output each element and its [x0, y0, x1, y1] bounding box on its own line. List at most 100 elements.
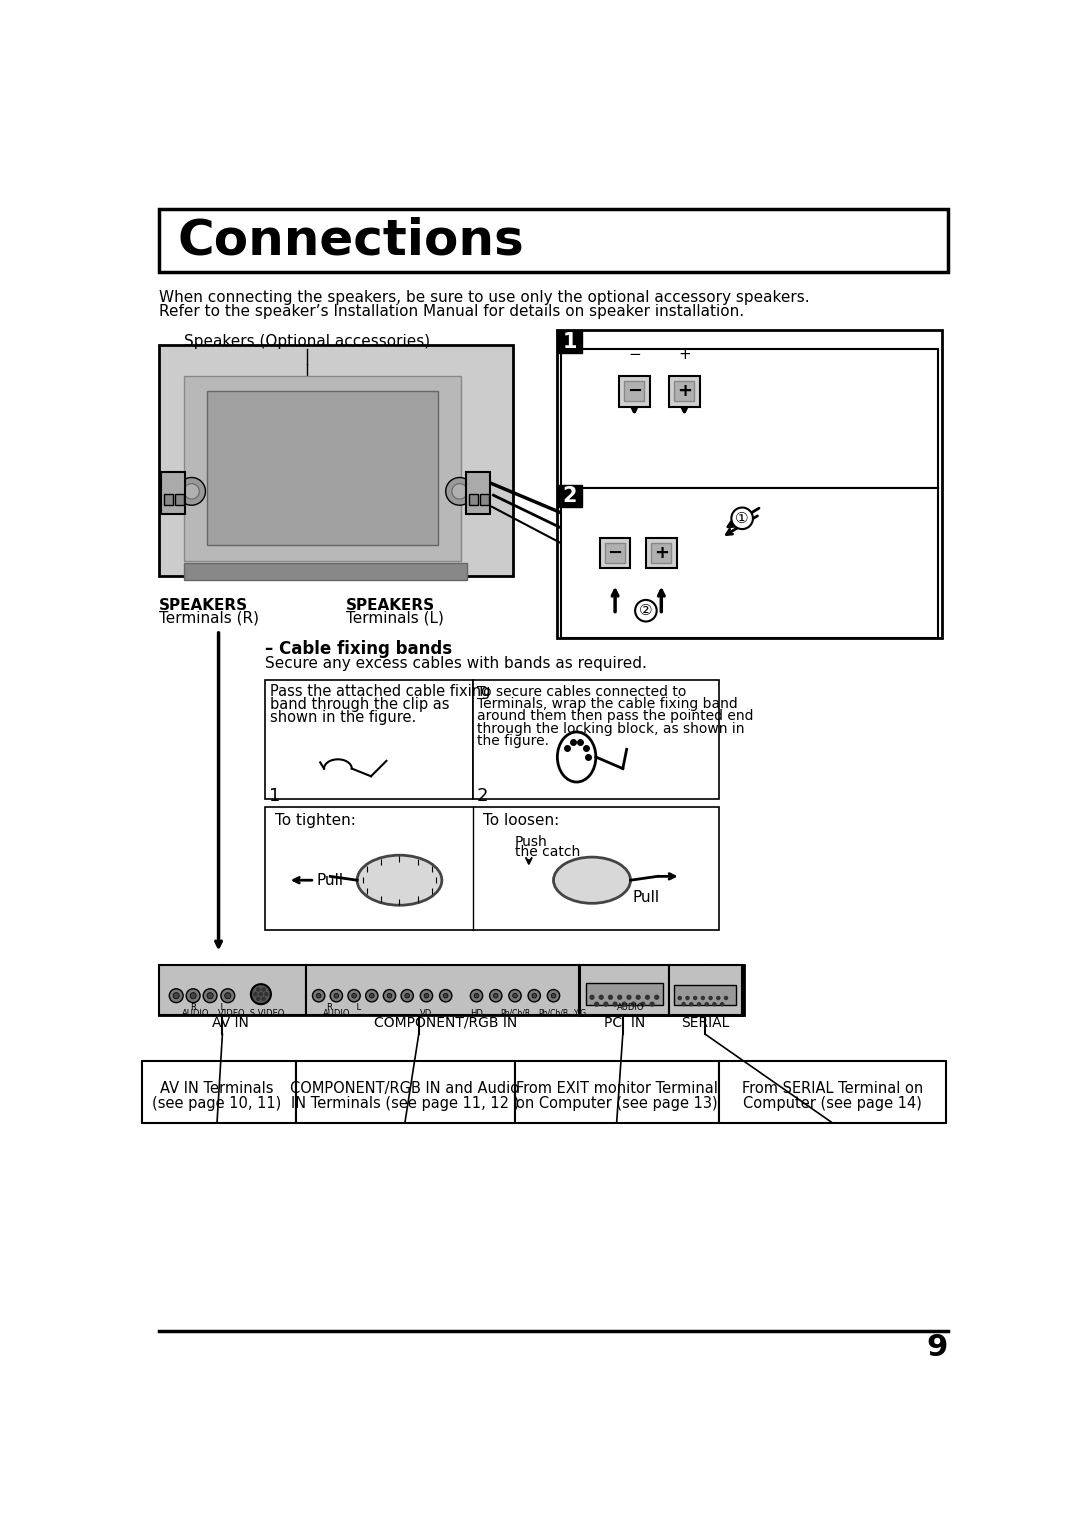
Bar: [651, 542, 672, 562]
Text: From SERIAL Terminal on: From SERIAL Terminal on: [742, 1080, 923, 1096]
Circle shape: [446, 477, 473, 506]
Circle shape: [705, 1002, 708, 1005]
Text: Refer to the speaker’s Installation Manual for details on speaker installation.: Refer to the speaker’s Installation Manu…: [159, 304, 744, 319]
Circle shape: [470, 990, 483, 1002]
Text: Connections: Connections: [178, 217, 525, 264]
Text: −: −: [608, 544, 623, 562]
Text: 2: 2: [477, 787, 488, 805]
Text: Speakers (Optional accessories): Speakers (Optional accessories): [184, 333, 430, 348]
Bar: [674, 382, 694, 402]
Circle shape: [717, 996, 719, 999]
Text: ②: ②: [639, 604, 652, 619]
Circle shape: [693, 996, 697, 999]
Bar: [265, 680, 473, 799]
Circle shape: [613, 1002, 617, 1005]
Bar: [515, 1060, 719, 1123]
Circle shape: [254, 993, 257, 996]
Bar: [585, 984, 663, 1005]
Circle shape: [348, 990, 361, 1002]
Text: SERIAL: SERIAL: [681, 1016, 729, 1030]
Bar: [159, 345, 513, 576]
Circle shape: [444, 993, 448, 998]
Circle shape: [312, 990, 325, 1002]
Circle shape: [678, 996, 681, 999]
Bar: [159, 964, 306, 1015]
Text: band through the clip as: band through the clip as: [270, 697, 449, 712]
Text: R         L: R L: [191, 1002, 226, 1012]
Text: Pb/Cb/B: Pb/Cb/B: [539, 1008, 568, 1018]
Circle shape: [474, 993, 478, 998]
Circle shape: [604, 1002, 608, 1005]
Circle shape: [698, 1002, 701, 1005]
Circle shape: [636, 995, 640, 999]
Circle shape: [548, 990, 559, 1002]
Text: −: −: [627, 347, 640, 362]
Circle shape: [622, 1002, 626, 1005]
Bar: [674, 986, 735, 1005]
Text: To tighten:: To tighten:: [274, 813, 355, 828]
Circle shape: [220, 989, 234, 1002]
Text: 9: 9: [927, 1332, 948, 1361]
Circle shape: [710, 996, 712, 999]
Bar: [469, 495, 478, 506]
Circle shape: [595, 1002, 598, 1005]
Bar: [184, 376, 461, 561]
Text: (see page 10, 11): (see page 10, 11): [152, 1096, 282, 1111]
Circle shape: [401, 990, 414, 1002]
Text: AUDIO: AUDIO: [323, 1008, 350, 1018]
Text: When connecting the speakers, be sure to use only the optional accessory speaker: When connecting the speakers, be sure to…: [159, 290, 810, 304]
Bar: [306, 964, 579, 1015]
Circle shape: [262, 998, 265, 1001]
Circle shape: [627, 995, 631, 999]
Circle shape: [494, 993, 498, 998]
Circle shape: [316, 993, 321, 998]
Bar: [646, 538, 677, 568]
Circle shape: [383, 990, 395, 1002]
Circle shape: [599, 995, 603, 999]
Bar: [605, 542, 625, 562]
Circle shape: [686, 996, 689, 999]
Text: VIDEO  S.VIDEO: VIDEO S.VIDEO: [218, 1008, 285, 1018]
Text: Computer (see page 14): Computer (see page 14): [743, 1096, 921, 1111]
Text: through the locking block, as shown in: through the locking block, as shown in: [477, 721, 745, 735]
Text: – Cable fixing bands: – Cable fixing bands: [265, 640, 451, 659]
Circle shape: [731, 507, 753, 529]
Bar: [473, 680, 719, 799]
Bar: [159, 964, 744, 1015]
Bar: [557, 486, 582, 507]
Circle shape: [178, 477, 205, 506]
Circle shape: [251, 984, 271, 1004]
Text: Terminals, wrap the cable fixing band: Terminals, wrap the cable fixing band: [477, 697, 738, 711]
Circle shape: [632, 1002, 635, 1005]
Circle shape: [225, 993, 231, 999]
Bar: [480, 495, 489, 506]
Circle shape: [173, 993, 179, 999]
Text: COMPONENT/RGB IN: COMPONENT/RGB IN: [374, 1016, 517, 1030]
Text: around them then pass the pointed end: around them then pass the pointed end: [477, 709, 754, 723]
Text: SPEAKERS: SPEAKERS: [159, 597, 248, 613]
Bar: [624, 382, 645, 402]
Bar: [669, 376, 700, 406]
Text: +: +: [653, 544, 669, 562]
Circle shape: [528, 990, 540, 1002]
Circle shape: [690, 1002, 693, 1005]
Circle shape: [654, 995, 659, 999]
Circle shape: [190, 993, 197, 999]
Text: ①: ①: [735, 510, 748, 526]
Circle shape: [635, 601, 657, 622]
Text: To loosen:: To loosen:: [483, 813, 559, 828]
Bar: [207, 391, 438, 545]
Text: SPEAKERS: SPEAKERS: [346, 597, 435, 613]
Text: AV IN Terminals: AV IN Terminals: [160, 1080, 273, 1096]
Circle shape: [720, 1002, 724, 1005]
Bar: [141, 1060, 296, 1123]
Text: shown in the figure.: shown in the figure.: [270, 711, 417, 726]
Bar: [184, 562, 468, 581]
Text: Secure any excess cables with bands as required.: Secure any excess cables with bands as r…: [265, 656, 647, 671]
Bar: [159, 209, 948, 272]
Circle shape: [513, 993, 517, 998]
Text: R         L: R L: [327, 1002, 361, 1012]
Text: 1: 1: [563, 332, 577, 351]
Text: COMPONENT/RGB IN and Audio: COMPONENT/RGB IN and Audio: [291, 1080, 519, 1096]
Bar: [557, 330, 943, 637]
